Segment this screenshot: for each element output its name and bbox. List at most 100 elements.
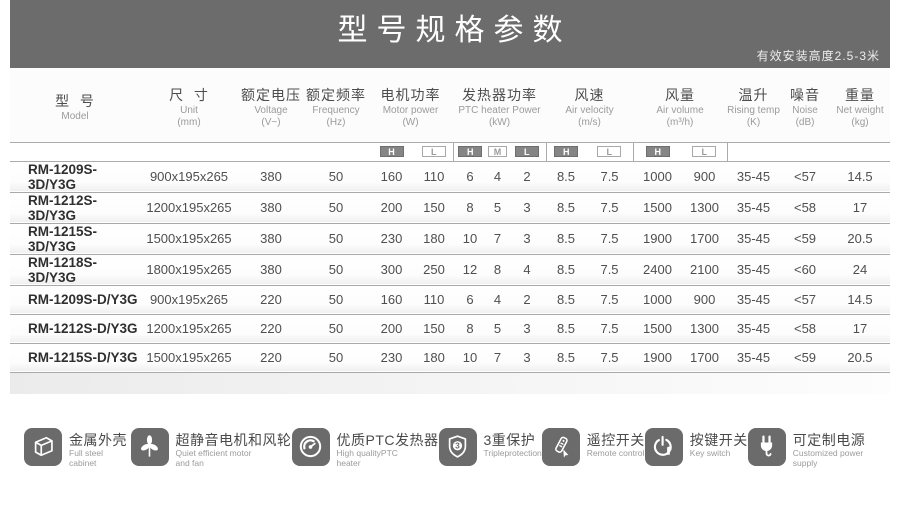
cell-vel-l: 7.5 (600, 231, 619, 246)
cell-voltage: 380 (260, 200, 282, 215)
cell-noise: <57 (793, 169, 817, 184)
cell-model: RM-1212S-3D/Y3G (28, 192, 98, 223)
cell-vol-l: 1700 (690, 231, 719, 246)
cell-rise: 35-45 (736, 169, 771, 184)
cell-ptc-l: 3 (523, 200, 531, 215)
cell-freq: 50 (328, 292, 344, 307)
cell-size: 900x195x265 (149, 292, 229, 307)
feature-label-en: Quiet efficient motor and fan (175, 447, 252, 468)
cell-motor-l: 180 (423, 350, 445, 365)
cell-motor-h: 200 (380, 200, 403, 215)
cell-size: 1500x195x265 (146, 231, 232, 246)
cell-noise: <57 (793, 292, 817, 307)
cell-rise: 35-45 (736, 350, 771, 365)
cell-vol-l: 2100 (690, 262, 719, 277)
cell-rise: 35-45 (736, 262, 771, 277)
cell-voltage: 380 (260, 231, 282, 246)
subheader-velocity-high: H (554, 145, 579, 157)
remote-icon (541, 427, 580, 466)
feature-label-en: Key switch (689, 447, 731, 458)
cell-size: 1800x195x265 (146, 262, 232, 277)
cell-weight: 14.5 (847, 292, 873, 307)
cell-vol-h: 1500 (643, 200, 672, 215)
cell-voltage: 220 (260, 321, 282, 336)
cell-vol-h: 1000 (643, 292, 672, 307)
cell-vol-l: 900 (693, 292, 716, 307)
feature-label-en: High qualityPTC heater (336, 447, 398, 468)
feature-item: 可定制电源 Customized power supply (747, 427, 876, 468)
feature-label-zh: 金属外壳 (69, 431, 127, 448)
cell-vel-l: 7.5 (600, 262, 619, 277)
cell-noise: <59 (793, 231, 817, 246)
subheader-motor-low: L (421, 145, 446, 157)
cell-ptc-m: 5 (493, 321, 502, 336)
cell-weight: 24 (852, 262, 868, 277)
col-header-frequency: 额定频率 Frequency (Hz) (306, 87, 366, 128)
cell-ptc-m: 4 (493, 169, 502, 184)
cell-voltage: 380 (260, 169, 282, 184)
cell-ptc-l: 3 (523, 231, 531, 246)
feature-label-zh: 遥控开关 (586, 431, 645, 448)
spec-table-body: RM-1209S-3D/Y3G 900x195x265 380 50 160 110 6 4 2… (10, 161, 891, 372)
cell-motor-l: 110 (423, 169, 445, 184)
subheader-ptc-mid: M (488, 145, 507, 157)
cell-motor-h: 230 (380, 231, 403, 246)
cell-noise: <58 (793, 200, 817, 215)
cell-freq: 50 (328, 321, 344, 336)
cell-motor-l: 250 (423, 262, 445, 277)
col-header-air-volume: 风量 Air volume (m³/h) (656, 87, 704, 128)
cell-weight: 17 (852, 200, 868, 215)
cell-ptc-h: 8 (466, 321, 474, 336)
table-row: RM-1209S-D/Y3G 900x195x265 220 50 160 110 6 4 2 8… (10, 285, 891, 314)
cell-voltage: 220 (260, 292, 282, 307)
cell-ptc-h: 12 (462, 262, 478, 277)
cell-model: RM-1218S-3D/Y3G (28, 254, 98, 285)
col-header-model: 型 号 Model (55, 93, 95, 122)
cell-vol-h: 1000 (643, 169, 672, 184)
cell-motor-l: 110 (423, 292, 445, 307)
cell-ptc-m: 7 (493, 350, 502, 365)
feature-label-zh: 3重保护 (483, 431, 536, 448)
cell-freq: 50 (328, 262, 344, 277)
plug-icon (747, 427, 786, 466)
table-row: RM-1218S-3D/Y3G 1800x195x265 380 50 300 250 12… (10, 254, 891, 285)
feature-text: 超静音电机和风轮 Quiet efficient motor and fan (176, 428, 292, 468)
cell-motor-h: 300 (380, 262, 403, 277)
feature-text: 可定制电源 Customized power supply (793, 428, 876, 468)
cell-vel-l: 7.5 (600, 321, 619, 336)
subheader-ptc-high: H (458, 145, 483, 157)
cell-ptc-h: 6 (466, 169, 474, 184)
subheader-motor-high: H (379, 145, 404, 157)
cell-motor-l: 180 (423, 231, 445, 246)
cell-vol-l: 1300 (690, 200, 719, 215)
cell-vel-h: 8.5 (556, 321, 576, 336)
table-row: RM-1212S-3D/Y3G 1200x195x265 380 50 200 150 8 5… (10, 192, 891, 223)
col-header-size: 尺 寸 Unit (mm) (169, 87, 209, 128)
cell-ptc-l: 3 (523, 350, 531, 365)
feature-list: 金属外壳 Full steel cabinet 超静音电机和风轮 Quiet effi… (10, 427, 890, 468)
feature-label-zh: 优质PTC发热器 (336, 431, 439, 448)
cell-voltage: 220 (260, 350, 282, 365)
cell-freq: 50 (328, 350, 344, 365)
feature-label-zh: 超静音电机和风轮 (175, 431, 292, 448)
feature-label-en: Tripleprotection (483, 447, 542, 458)
cell-size: 900x195x265 (149, 169, 229, 184)
cell-voltage: 380 (260, 262, 282, 277)
cell-ptc-l: 4 (523, 262, 531, 277)
feature-label-en: Full steel cabinet (69, 447, 104, 468)
cell-vel-h: 8.5 (556, 169, 576, 184)
cell-vol-h: 1900 (643, 350, 672, 365)
col-header-air-velocity: 风速 Air velocity (m/s) (565, 87, 614, 128)
feature-item: 遥控开关 Remote control (541, 427, 645, 466)
cell-vel-l: 7.5 (600, 350, 619, 365)
cell-size: 1200x195x265 (146, 200, 232, 215)
cell-vol-h: 1500 (643, 321, 672, 336)
col-header-ptc-power: 发热器功率 PTC heater Power (kW) (458, 87, 541, 128)
cell-ptc-l: 2 (523, 292, 531, 307)
feature-item: 按键开关 Key switch (644, 427, 748, 466)
cell-weight: 17 (852, 321, 868, 336)
feature-item: 优质PTC发热器 High qualityPTC heater (291, 427, 439, 468)
svg-text:3: 3 (455, 441, 460, 451)
cell-noise: <59 (793, 350, 817, 365)
